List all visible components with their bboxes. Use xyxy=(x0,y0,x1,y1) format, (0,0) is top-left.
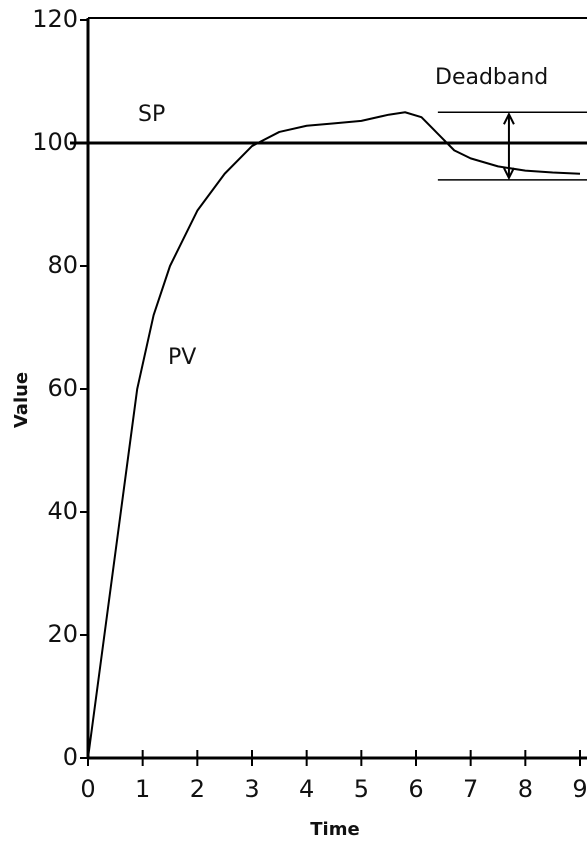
y-tick-label: 80 xyxy=(47,251,78,279)
x-tick-label: 3 xyxy=(244,775,259,803)
series-label: PV xyxy=(168,345,196,370)
y-tick-label: 40 xyxy=(47,497,78,525)
setpoint-label: SP xyxy=(138,102,165,127)
y-tick-label: 20 xyxy=(47,620,78,648)
x-tick-label: 5 xyxy=(354,775,369,803)
y-tick-label: 60 xyxy=(47,374,78,402)
x-axis-title: Time xyxy=(310,819,359,840)
x-tick-label: 1 xyxy=(135,775,150,803)
page: {"chart_data": {"type": "line", "xlabel"… xyxy=(0,0,587,849)
x-tick-label: 4 xyxy=(299,775,314,803)
x-tick-label: 2 xyxy=(190,775,205,803)
x-tick-label: 7 xyxy=(463,775,478,803)
line-series xyxy=(88,112,580,758)
x-tick-label: 8 xyxy=(518,775,533,803)
chart: Time Value SP PV Deadband 02040608010012… xyxy=(0,0,587,849)
x-tick-label: 9 xyxy=(572,775,587,803)
x-tick-label: 0 xyxy=(80,775,95,803)
deadband-label: Deadband xyxy=(435,65,548,90)
y-axis-title: Value xyxy=(11,372,32,428)
y-tick-label: 0 xyxy=(63,743,78,771)
x-tick-label: 6 xyxy=(408,775,423,803)
y-tick-label: 120 xyxy=(32,5,78,33)
